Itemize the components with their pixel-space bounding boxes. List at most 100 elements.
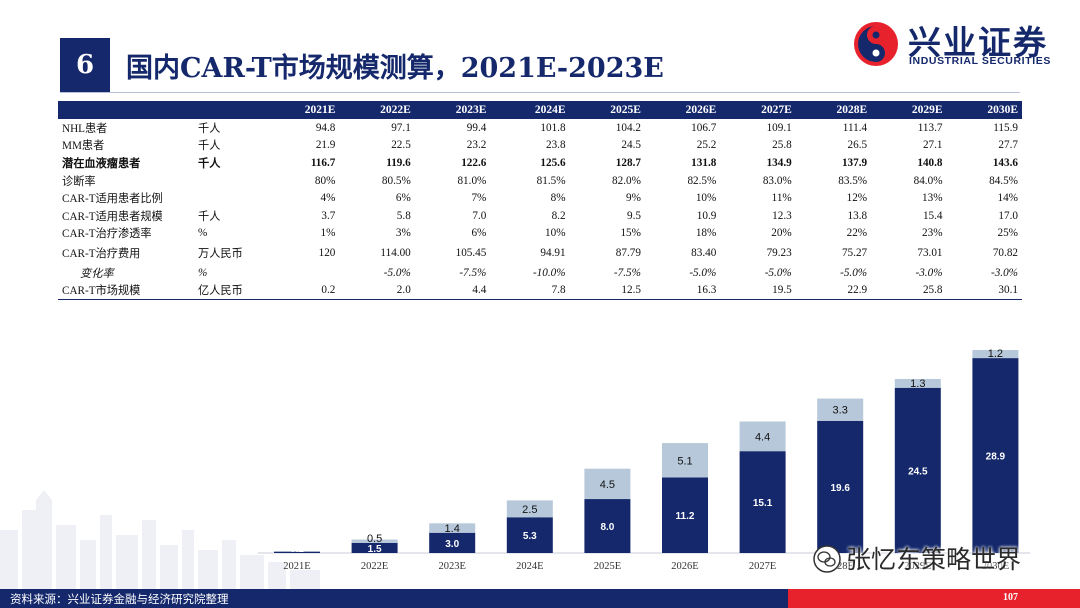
table-cell: 84.0% xyxy=(913,174,943,187)
table-cell: 27.1 xyxy=(922,139,943,152)
table-row: CAR-T治疗费用 万人民币 120 114.00 105.45 94.91 87.79 83… xyxy=(58,242,1022,264)
table-cell: 15% xyxy=(620,227,641,240)
footer-bar: 资料来源：兴业证券金融与经济研究院整理 107 xyxy=(0,589,1080,608)
table-cell: 80.5% xyxy=(381,174,411,187)
row-label: 诊断率 xyxy=(62,175,96,188)
table-cell: 3.7 xyxy=(321,209,336,222)
bar-base xyxy=(274,551,320,553)
year-header: 2023E xyxy=(414,101,491,119)
table-cell: 15.4 xyxy=(922,209,943,222)
row-label: CAR-T市场规模 xyxy=(58,281,194,300)
table-cell: 14% xyxy=(997,192,1018,205)
table-cell: -5.0% xyxy=(840,266,868,279)
table-cell: -7.5% xyxy=(613,266,641,279)
table-row: 诊断率 80% 80.5% 81.0% 81.5% 82.0% 82.5% 83.0% 83.5… xyxy=(58,172,1022,190)
table-cell: 137.9 xyxy=(841,156,868,169)
table-cell: 131.8 xyxy=(691,156,717,169)
row-unit xyxy=(194,172,264,190)
table-cell: 18% xyxy=(695,227,717,240)
bar-base xyxy=(584,499,631,553)
table-cell: 13.8 xyxy=(847,209,868,222)
row-label: NHL患者 xyxy=(62,122,108,135)
table-cell: 99.4 xyxy=(466,121,487,134)
logo-name-en: INDUSTRIAL SECURITIES xyxy=(909,55,1051,67)
table-cell: 10% xyxy=(545,227,566,240)
table-cell: 75.27 xyxy=(841,247,868,260)
table-cell: 111.4 xyxy=(842,121,868,134)
bar-base xyxy=(972,358,1019,553)
bar-increment xyxy=(506,500,553,518)
bar-increment xyxy=(351,539,398,543)
table-cell: 10% xyxy=(695,192,717,205)
x-tick-label: 2022E xyxy=(361,561,388,572)
table-header-row: 2021E 2022E 2023E 2024E 2025E 2026E 2027E 2028E… xyxy=(58,101,1022,119)
table-cell: 19.5 xyxy=(720,281,796,300)
table-cell: 9% xyxy=(626,192,641,205)
table-row: 潜在血液瘤患者 千人 116.7 119.6 122.6 125.6 128.7 131.8 1… xyxy=(58,154,1022,172)
data-label: 24.5 xyxy=(908,466,928,477)
header-blank xyxy=(58,101,194,119)
row-unit: % xyxy=(198,266,208,279)
table-cell: 3% xyxy=(395,227,411,240)
bar-increment xyxy=(739,421,786,452)
title-divider xyxy=(60,92,1020,93)
table-cell: 101.8 xyxy=(540,121,566,134)
row-label: 潜在血液瘤患者 xyxy=(62,157,141,170)
row-unit: 千人 xyxy=(198,140,221,153)
bar-increment xyxy=(584,468,631,500)
page-title: 国内CAR-T市场规模测算，2021E-2023E xyxy=(126,53,664,84)
table-cell: 11% xyxy=(771,192,792,205)
row-label: 变化率 xyxy=(80,267,114,280)
table-cell: 106.7 xyxy=(691,121,717,134)
data-label: 15.1 xyxy=(753,498,773,509)
table-cell: 23.2 xyxy=(466,139,487,152)
bar-increment xyxy=(662,443,708,478)
data-label: 5.1 xyxy=(677,455,692,467)
table-cell: 17.0 xyxy=(998,209,1018,222)
table-cell: 109.1 xyxy=(766,121,792,134)
table-cell: 6% xyxy=(395,192,411,205)
bar-base xyxy=(351,542,398,553)
table-cell: 125.6 xyxy=(540,156,566,169)
bar-increment xyxy=(894,379,941,388)
table-row: MM患者 千人 21.9 22.5 23.2 23.8 24.5 25.2 25.8 26.5 27… xyxy=(58,137,1022,155)
table-cell: 82.5% xyxy=(687,174,717,187)
bar-base xyxy=(662,477,708,553)
table-cell: 23% xyxy=(922,227,943,240)
table-cell: 97.1 xyxy=(391,121,411,134)
table-cell: 8% xyxy=(550,192,566,205)
table-row: CAR-T适用患者规模 千人 3.7 5.8 7.0 8.2 9.5 10.9 12.3 13.8… xyxy=(58,207,1022,225)
table-cell: 140.8 xyxy=(917,156,943,169)
wechat-icon xyxy=(813,545,841,573)
table-cell: 1% xyxy=(320,227,336,240)
header-blank-unit xyxy=(194,101,264,119)
data-label: 0.2 xyxy=(290,544,304,555)
table-cell: 2.0 xyxy=(339,281,415,300)
data-label: 5.3 xyxy=(523,531,537,542)
table-cell: 113.7 xyxy=(917,121,943,134)
x-tick-label: 2027E xyxy=(749,561,776,572)
table-row: 变化率% -5.0% -7.5% -10.0% -7.5% -5.0% -5.0% -5.0%… xyxy=(58,264,1022,282)
table-cell: 24.5 xyxy=(621,139,641,152)
table-row: CAR-T市场规模 亿人民币 0.2 2.0 4.4 7.8 12.5 16.3 19.5 22.… xyxy=(58,281,1022,300)
table-cell: 83.0% xyxy=(762,174,792,187)
table-cell: 7% xyxy=(471,192,487,205)
table-cell: 5.8 xyxy=(396,209,411,222)
x-tick-label: 2028E xyxy=(826,561,853,572)
table-cell: 80% xyxy=(314,174,336,187)
table-cell: 4.4 xyxy=(414,281,491,300)
table-cell: 22.5 xyxy=(391,139,411,152)
table-cell: 115.9 xyxy=(993,121,1018,134)
table-cell: 13% xyxy=(922,192,943,205)
table-cell: 81.0% xyxy=(457,174,487,187)
year-header: 2022E xyxy=(339,101,415,119)
x-tick-label: 2029E xyxy=(904,561,931,572)
watermark-text: 张忆东策略世界 xyxy=(846,545,1022,574)
table-cell: 30.1 xyxy=(946,281,1022,300)
row-unit: 千人 xyxy=(198,122,221,135)
data-label: 1.4 xyxy=(445,523,460,535)
bar-increment xyxy=(817,398,864,421)
table-cell: 20% xyxy=(771,227,792,240)
table-cell: 143.6 xyxy=(992,156,1018,169)
table-cell: 122.6 xyxy=(461,156,487,169)
